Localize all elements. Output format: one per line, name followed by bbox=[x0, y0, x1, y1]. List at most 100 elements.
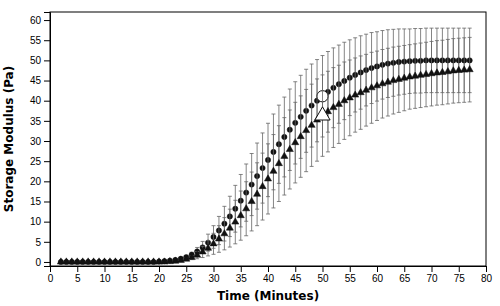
x-tick-mark bbox=[350, 266, 351, 272]
error-bar-cap bbox=[386, 48, 390, 49]
point bbox=[243, 205, 250, 211]
y-tick-mark bbox=[44, 181, 50, 182]
error-bar-cap bbox=[206, 234, 210, 235]
error-bar-cap bbox=[321, 156, 325, 157]
point bbox=[264, 175, 271, 181]
error-bar-cap bbox=[282, 97, 286, 98]
y-tick-label: 25 bbox=[30, 156, 42, 167]
error-bar-cap bbox=[331, 47, 335, 48]
x-tick: 75 bbox=[454, 266, 466, 284]
error-bar-cap bbox=[277, 105, 281, 106]
y-tick-label: 0 bbox=[35, 257, 41, 268]
y-tick-mark bbox=[44, 101, 50, 102]
x-tick-label: 75 bbox=[454, 273, 466, 284]
y-tick: 55 bbox=[30, 35, 50, 46]
y-tick-mark bbox=[44, 81, 50, 82]
error-bar-cap bbox=[233, 185, 237, 186]
error-bar-cap bbox=[299, 95, 303, 96]
error-bar-cap bbox=[299, 75, 303, 76]
y-tick-mark bbox=[44, 201, 50, 202]
point bbox=[281, 152, 288, 158]
error-bar-cap bbox=[277, 125, 281, 126]
error-bar-cap bbox=[195, 247, 199, 248]
x-tick: 15 bbox=[127, 266, 139, 284]
error-bar-cap bbox=[239, 174, 243, 175]
error-bar-cap bbox=[310, 64, 314, 65]
error-bar-cap bbox=[304, 69, 308, 70]
x-tick: 35 bbox=[236, 266, 248, 284]
error-bar-cap bbox=[359, 129, 363, 130]
x-tick-mark bbox=[268, 266, 269, 272]
chart: 0510152025303540455055606570758005101520… bbox=[0, 0, 500, 306]
x-axis-title: Time (Minutes) bbox=[217, 289, 319, 303]
error-bar-cap bbox=[430, 28, 434, 29]
error-bar-cap bbox=[451, 28, 455, 29]
point bbox=[177, 256, 184, 262]
point bbox=[390, 76, 397, 82]
point bbox=[226, 224, 233, 230]
error-bar-cap bbox=[228, 247, 232, 248]
error-bar-cap bbox=[266, 123, 270, 124]
error-bar-cap bbox=[288, 109, 292, 110]
y-tick: 5 bbox=[35, 237, 50, 248]
error-bar-cap bbox=[348, 59, 352, 60]
point bbox=[401, 74, 408, 80]
error-bar-cap bbox=[419, 28, 423, 29]
error-bar-cap bbox=[271, 134, 275, 135]
x-tick: 30 bbox=[208, 266, 220, 284]
x-tick-mark bbox=[214, 266, 215, 272]
error-bar-cap bbox=[457, 28, 461, 29]
error-bar-cap bbox=[468, 28, 472, 29]
error-bar-cap bbox=[408, 109, 412, 110]
y-tick: 50 bbox=[30, 55, 50, 66]
x-tick-label: 50 bbox=[317, 273, 329, 284]
error-bar-cap bbox=[435, 28, 439, 29]
y-tick-mark bbox=[44, 60, 50, 61]
x-tick-label: 45 bbox=[290, 273, 302, 284]
error-bar-cap bbox=[212, 225, 216, 226]
error-bar-cap bbox=[435, 40, 439, 41]
point bbox=[259, 182, 266, 188]
error-bar-cap bbox=[288, 188, 292, 189]
error-bar-cap bbox=[451, 103, 455, 104]
error-bar-cap bbox=[228, 209, 232, 210]
point bbox=[248, 197, 255, 203]
error-bar-cap bbox=[255, 162, 259, 163]
error-bar-cap bbox=[380, 49, 384, 50]
error-bar-cap bbox=[233, 200, 237, 201]
y-tick-label: 45 bbox=[30, 75, 42, 86]
error-bar-cap bbox=[239, 191, 243, 192]
error-bar-cap bbox=[353, 57, 357, 58]
y-tick-mark bbox=[44, 242, 50, 243]
error-bar-cap bbox=[277, 201, 281, 202]
error-bar-cap bbox=[468, 101, 472, 102]
x-tick-label: 30 bbox=[208, 273, 220, 284]
y-tick-mark bbox=[44, 40, 50, 41]
x-tick: 10 bbox=[99, 266, 111, 284]
y-tick: 15 bbox=[30, 196, 50, 207]
y-tick-label: 40 bbox=[30, 95, 42, 106]
error-bar-cap bbox=[217, 225, 221, 226]
point bbox=[275, 159, 282, 165]
y-tick-mark bbox=[44, 161, 50, 162]
y-tick-label: 15 bbox=[30, 196, 42, 207]
error-bar-cap bbox=[326, 51, 330, 52]
x-tick-mark bbox=[486, 266, 487, 272]
error-bar-cap bbox=[261, 132, 265, 133]
error-bar-cap bbox=[244, 181, 248, 182]
point bbox=[286, 145, 293, 151]
error-bar-cap bbox=[402, 28, 406, 29]
error-bar-cap bbox=[408, 28, 412, 29]
y-tick: 30 bbox=[30, 136, 50, 147]
error-bar-cap bbox=[293, 102, 297, 103]
x-axis-line bbox=[51, 267, 487, 273]
error-bar-cap bbox=[408, 44, 412, 45]
error-bar-cap bbox=[462, 28, 466, 29]
error-bar-cap bbox=[304, 89, 308, 90]
x-tick-label: 25 bbox=[181, 273, 193, 284]
x-tick-label: 0 bbox=[48, 273, 54, 284]
x-tick-label: 5 bbox=[75, 273, 81, 284]
y-tick-label: 50 bbox=[30, 55, 42, 66]
x-tick-label: 20 bbox=[154, 273, 166, 284]
error-bar-cap bbox=[375, 51, 379, 52]
